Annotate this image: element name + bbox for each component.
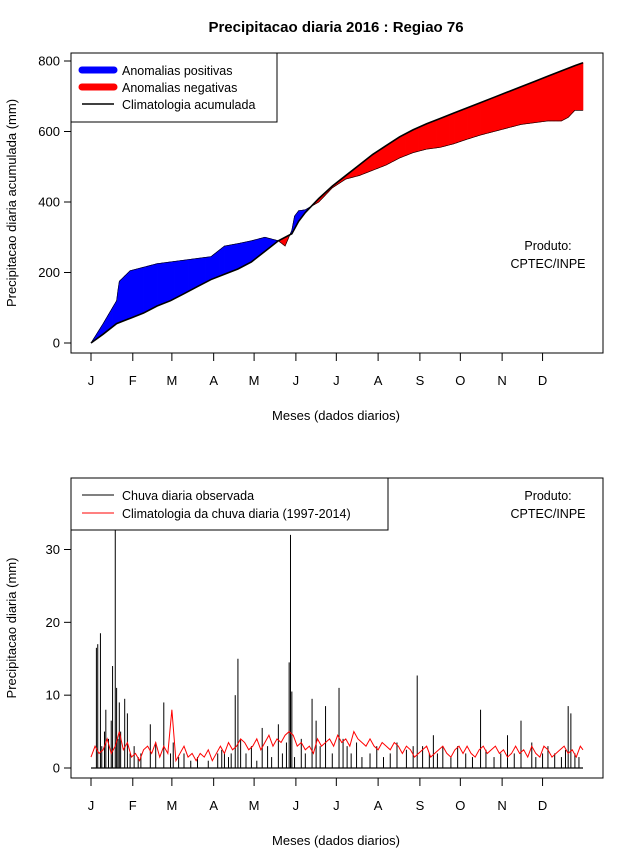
bottom-x-tick-label: A <box>374 798 383 813</box>
bottom-x-tick-label: O <box>455 798 465 813</box>
bottom-legend: Chuva diaria observada Climatologia da c… <box>70 477 389 531</box>
observed-cumulative-outline <box>90 110 583 344</box>
top-x-tick-label: J <box>293 373 300 388</box>
legend-negative-label: Anomalias negativas <box>122 81 237 95</box>
top-x-tick-label: A <box>374 373 383 388</box>
bottom-y-axis-label: Precipitacao diaria (mm) <box>4 558 19 699</box>
top-y-axis-label: Precipitacao diaria acumulada (mm) <box>4 99 19 307</box>
bottom-x-tick-label: N <box>497 798 506 813</box>
bottom-x-tick-label: A <box>209 798 218 813</box>
bottom-y-tick-label: 20 <box>46 615 60 630</box>
bottom-legend-box <box>70 477 389 531</box>
bottom-x-tick-label: M <box>249 798 260 813</box>
daily-climatology-line <box>90 709 584 763</box>
top-x-tick-label: F <box>129 373 137 388</box>
climatology-cumulative-line <box>90 62 584 344</box>
bottom-y-tick-label: 10 <box>46 688 60 703</box>
bottom-x-tick-label: D <box>538 798 547 813</box>
top-y-tick-label: 0 <box>53 336 60 351</box>
top-legend: Anomalias positivas Anomalias negativas … <box>70 52 278 123</box>
top-y-tick-label: 800 <box>38 54 60 69</box>
legend-observed-label: Chuva diaria observada <box>122 489 254 503</box>
bottom-product-label: Produto: <box>524 489 571 503</box>
top-y-tick-label: 400 <box>38 195 60 210</box>
top-x-tick-label: M <box>249 373 260 388</box>
bottom-product-source: CPTEC/INPE <box>510 507 585 521</box>
top-x-tick-label: O <box>455 373 465 388</box>
bottom-x-tick-label: J <box>88 798 95 813</box>
top-y-tick-label: 600 <box>38 124 60 139</box>
top-x-axis-label: Meses (dados diarios) <box>272 408 400 423</box>
bottom-x-tick-label: J <box>333 798 340 813</box>
top-x-tick-label: J <box>88 373 95 388</box>
legend-climatology-label: Climatologia acumulada <box>122 98 255 112</box>
top-x-tick-label: M <box>166 373 177 388</box>
top-x-tick-label: N <box>497 373 506 388</box>
bottom-y-tick-label: 0 <box>53 761 60 776</box>
top-x-tick-label: S <box>416 373 425 388</box>
daily-precipitation-panel: 0 10 20 30 J F M A M J J A S O N D Meses (dados diario… <box>4 477 604 848</box>
top-product-label: Produto: <box>524 239 571 253</box>
observed-daily-bars <box>95 527 580 768</box>
bottom-y-tick-label: 30 <box>46 542 60 557</box>
legend-positive-label: Anomalias positivas <box>122 64 232 78</box>
top-x-tick-label: A <box>209 373 218 388</box>
negative-anomaly-area <box>581 62 584 111</box>
top-x-tick-label: D <box>538 373 547 388</box>
cumulative-precipitation-panel: 0 200 400 600 800 J F M A M J J A S O N D Meses (dados … <box>4 52 604 423</box>
bottom-x-axis-label: Meses (dados diarios) <box>272 833 400 848</box>
top-y-tick-label: 200 <box>38 265 60 280</box>
bottom-y-axis: 0 10 20 30 <box>46 542 72 776</box>
bottom-x-tick-label: F <box>129 798 137 813</box>
legend-daily-climatology-label: Climatologia da chuva diaria (1997-2014) <box>122 507 351 521</box>
anomaly-areas <box>90 62 584 344</box>
bottom-x-tick-label: J <box>293 798 300 813</box>
bottom-x-tick-label: S <box>416 798 425 813</box>
bottom-x-tick-label: M <box>166 798 177 813</box>
top-product-source: CPTEC/INPE <box>510 257 585 271</box>
chart-title: Precipitacao diaria 2016 : Regiao 76 <box>208 19 463 36</box>
top-x-tick-label: J <box>333 373 340 388</box>
